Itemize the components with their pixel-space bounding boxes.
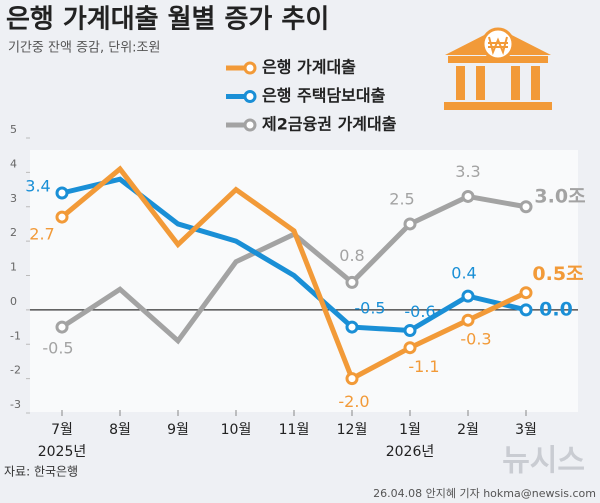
y-tick-label: 0	[10, 295, 17, 308]
legend-marker	[243, 90, 257, 103]
point-marker	[55, 210, 69, 224]
chart-title: 은행 가계대출 월별 증가 추이	[6, 5, 329, 35]
x-tick-label: 1월	[399, 422, 421, 438]
data-label: 3.0조	[534, 185, 585, 207]
y-tick-label: -2	[10, 364, 21, 377]
x-tick-label: 8월	[109, 422, 131, 438]
legend-label: 제2금융권 가계대출	[262, 115, 397, 134]
x-tick-label: 11월	[279, 422, 310, 438]
data-label: -1.1	[408, 357, 439, 376]
series-line	[60, 165, 528, 383]
plot-area	[30, 150, 578, 412]
data-label: -0.6	[404, 302, 435, 321]
y-tick-label: 4	[10, 157, 17, 170]
data-label: 0.8	[339, 246, 364, 265]
bank-icon	[444, 27, 552, 110]
data-label: 2.7	[29, 225, 54, 244]
y-tick-label: -3	[10, 398, 21, 411]
legend-marker	[243, 61, 257, 75]
point-marker	[519, 286, 533, 300]
credit: 26.04.08 안지혜 기자 hokma@newsis.com	[373, 487, 596, 500]
y-tick-label: 1	[10, 261, 17, 274]
source: 자료: 한국은행	[4, 464, 78, 479]
x-tick-label: 2월	[457, 422, 479, 438]
legend-label: 은행 주택담보대출	[262, 86, 386, 105]
point-marker	[55, 320, 69, 334]
chart-subtitle: 기간중 잔액 증감, 단위:조원	[8, 41, 160, 56]
data-label: 3.3	[455, 162, 480, 181]
data-label: 0.0	[539, 298, 573, 320]
legend-marker	[243, 118, 257, 132]
data-label: -0.5	[354, 299, 385, 318]
x-tick-label: 12월	[337, 422, 368, 438]
year-label: 2026년	[386, 444, 435, 460]
data-label: 3.4	[25, 177, 50, 196]
x-tick-label: 9월	[167, 422, 189, 438]
point-marker	[403, 324, 417, 337]
data-label: 0.5조	[532, 263, 583, 285]
x-tick-label: 3월	[515, 422, 537, 438]
point-marker	[55, 186, 69, 200]
x-tick-label: 10월	[221, 422, 252, 438]
data-label: -0.3	[460, 330, 491, 349]
y-tick-label: 2	[10, 226, 17, 239]
watermark: 뉴시스	[502, 444, 585, 479]
point-marker	[519, 200, 533, 214]
year-label: 2025년	[38, 444, 87, 460]
data-label: -2.0	[338, 392, 369, 411]
point-marker	[403, 217, 417, 231]
x-tick-label: 7월	[51, 422, 73, 438]
point-marker	[345, 320, 359, 334]
data-label: -0.5	[42, 339, 73, 358]
point-marker	[345, 372, 359, 386]
point-marker	[461, 289, 475, 303]
point-marker	[519, 303, 533, 317]
data-label: 2.5	[389, 189, 414, 208]
y-tick-label: 3	[10, 192, 17, 205]
data-label: 0.4	[451, 264, 476, 283]
point-marker	[461, 313, 475, 327]
y-tick-label: -1	[10, 329, 21, 342]
point-marker	[403, 341, 417, 355]
point-marker	[461, 189, 475, 203]
legend-label: 은행 가계대출	[262, 58, 356, 77]
point-marker	[345, 275, 359, 289]
y-tick-label: 5	[10, 123, 17, 136]
